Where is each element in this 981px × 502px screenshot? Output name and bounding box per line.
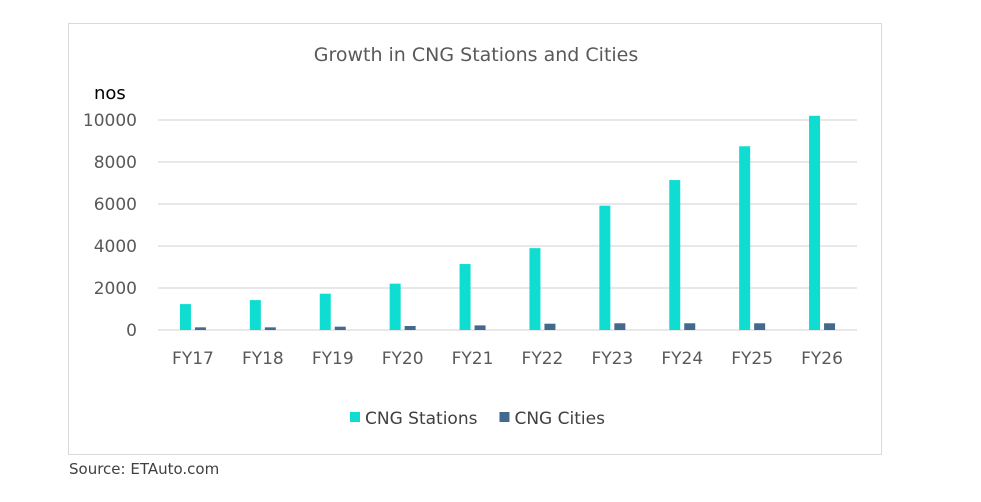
x-tick-label: FY21	[452, 349, 494, 369]
bar-cng-cities	[264, 327, 276, 330]
x-tick-label: FY24	[661, 349, 703, 369]
bar-cng-cities	[544, 323, 556, 330]
bar-cng-stations	[459, 264, 471, 330]
bar-cng-cities	[334, 326, 346, 330]
bar-cng-cities	[754, 323, 766, 330]
x-tick-label: FY26	[801, 349, 843, 369]
bar-cng-cities	[474, 325, 486, 330]
bar-cng-stations	[739, 146, 751, 330]
y-tick-label: 4000	[94, 237, 137, 257]
bar-cng-stations	[669, 180, 681, 330]
x-tick-label: FY17	[172, 349, 214, 369]
y-tick-label: 2000	[94, 279, 137, 299]
y-tick-label: 0	[126, 321, 137, 341]
x-tick-label: FY23	[591, 349, 633, 369]
bar-cng-stations	[389, 283, 401, 330]
bar-cng-cities	[614, 323, 626, 330]
bar-cng-stations	[319, 293, 331, 330]
bar-cng-cities	[404, 326, 416, 330]
x-tick-label: FY20	[382, 349, 424, 369]
x-tick-label: FY25	[731, 349, 773, 369]
source-note: Source: ETAuto.com	[69, 460, 220, 478]
bar-cng-cities	[194, 327, 206, 330]
legend-label: CNG Cities	[514, 409, 605, 429]
y-tick-label: 8000	[94, 153, 137, 173]
y-tick-label: 6000	[94, 195, 137, 215]
y-tick-label: 10000	[83, 111, 137, 131]
bar-cng-stations	[249, 300, 261, 330]
x-tick-label: FY18	[242, 349, 284, 369]
bar-cng-cities	[824, 323, 836, 330]
bar-cng-stations	[529, 248, 541, 330]
y-axis-unit: nos	[94, 83, 126, 104]
chart-frame	[68, 23, 882, 455]
bar-cng-stations	[809, 115, 821, 330]
legend-swatch	[499, 412, 510, 422]
bar-cng-stations	[599, 205, 611, 330]
x-tick-label: FY22	[522, 349, 564, 369]
bar-cng-stations	[179, 304, 191, 330]
legend-swatch	[350, 412, 360, 422]
bar-cng-cities	[684, 323, 696, 330]
chart-title: Growth in CNG Stations and Cities	[314, 44, 639, 66]
x-tick-label: FY19	[312, 349, 354, 369]
legend-label: CNG Stations	[365, 409, 478, 429]
